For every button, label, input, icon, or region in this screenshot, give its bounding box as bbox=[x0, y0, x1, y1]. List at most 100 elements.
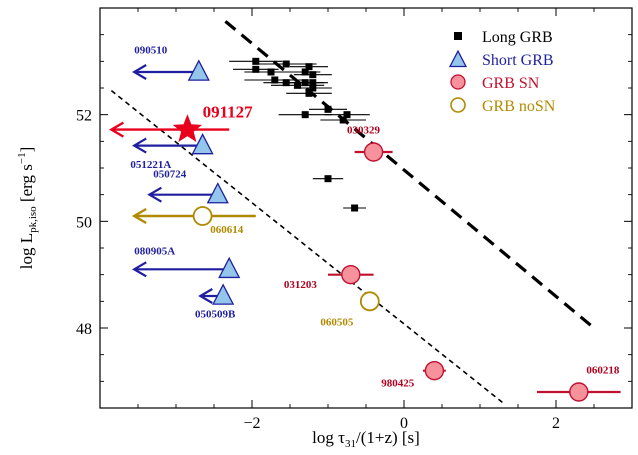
y-tick-label-1: 50 bbox=[76, 214, 92, 231]
legend-open-circle-marker bbox=[450, 97, 466, 113]
long-grb-marker bbox=[351, 204, 359, 212]
y-axis-label-rest: [erg s bbox=[17, 164, 36, 206]
long-grb-point-15 bbox=[278, 111, 332, 119]
long-grb-point-18 bbox=[312, 175, 344, 183]
legend: Long GRB Short GRB GRB SN GRB noSN bbox=[448, 29, 556, 115]
short-grb-point-2 bbox=[147, 182, 229, 204]
grb-nosn-label-1: 060505 bbox=[320, 316, 354, 328]
long-grb-point-3 bbox=[290, 63, 328, 71]
highlight-label: 091127 bbox=[203, 102, 254, 121]
short-grb-marker bbox=[187, 59, 210, 81]
grb-sn-point-1 bbox=[328, 264, 374, 285]
axis-ticks: −2 0 2 48 50 52 bbox=[76, 8, 632, 432]
long-grb-marker bbox=[271, 76, 279, 84]
grb-sn-point-3 bbox=[537, 382, 621, 402]
legend-item-3: GRB noSN bbox=[450, 97, 556, 115]
long-grb-point-6 bbox=[293, 71, 332, 79]
grb-nosn-point-1 bbox=[359, 291, 380, 312]
grb-sn-marker bbox=[341, 264, 361, 285]
long-grb-marker bbox=[282, 60, 290, 68]
highlight-arrow bbox=[109, 121, 188, 138]
long-grb-marker bbox=[324, 105, 332, 113]
relation-line-thick bbox=[224, 20, 596, 330]
long-grb-point-10 bbox=[297, 79, 328, 87]
x-tick-label-1: 0 bbox=[400, 415, 408, 432]
grb-sn-label-2: 980425 bbox=[381, 378, 415, 390]
grb-nosn-marker bbox=[359, 291, 380, 312]
legend-item-2: GRB SN bbox=[450, 74, 540, 92]
y-axis-label-end: ] bbox=[17, 147, 36, 153]
y-tick-label-2: 52 bbox=[76, 108, 92, 125]
short-grb-marker bbox=[206, 182, 229, 204]
long-grb-marker bbox=[267, 68, 275, 76]
y-axis-label: log Lpk,iso [erg s−1] bbox=[16, 147, 39, 270]
short-grb-label-1: 051221A bbox=[130, 159, 171, 171]
y-tick-label-0: 48 bbox=[76, 321, 92, 338]
relation-line-thin bbox=[110, 90, 504, 404]
x-tick-label-2: 2 bbox=[552, 415, 560, 432]
short-grb-label-4: 050509B bbox=[195, 308, 236, 320]
short-grb-arrow-head bbox=[132, 261, 147, 278]
short-grb-point-3 bbox=[132, 256, 241, 279]
legend-item-1: Short GRB bbox=[448, 49, 554, 69]
long-grb-marker bbox=[309, 79, 317, 87]
legend-label-0: Long GRB bbox=[482, 29, 553, 46]
long-grb-marker bbox=[343, 111, 351, 119]
y-axis-label-sup: −1 bbox=[16, 152, 28, 164]
x-axis-label-sub: 31 bbox=[345, 438, 356, 450]
long-grb-point-7 bbox=[244, 76, 306, 84]
x-axis-label-main: log τ bbox=[312, 428, 345, 447]
long-grb-point-0 bbox=[229, 57, 283, 65]
grb-nosn-arrow-head bbox=[131, 207, 147, 225]
legend-label-1: Short GRB bbox=[482, 52, 554, 69]
legend-label-2: GRB SN bbox=[482, 75, 540, 92]
long-grb-marker bbox=[324, 175, 332, 183]
short-grb-label-3: 080905A bbox=[134, 245, 175, 257]
short-grb-arrow-head bbox=[132, 64, 147, 80]
long-grb-point-16 bbox=[324, 111, 370, 119]
long-grb-point-13 bbox=[286, 89, 332, 97]
grb-sn-marker bbox=[569, 382, 589, 402]
highlight-star-marker bbox=[172, 114, 203, 143]
grb-sn-label-3: 060218 bbox=[586, 364, 620, 376]
grb-sn-point-2 bbox=[423, 360, 446, 381]
y-axis-label-main: log L bbox=[17, 233, 36, 269]
y-axis-label-sub: pk,iso bbox=[27, 206, 39, 233]
legend-item-0: Long GRB bbox=[454, 29, 553, 46]
long-grb-marker bbox=[252, 57, 260, 65]
legend-label-3: GRB noSN bbox=[482, 98, 556, 115]
short-grb-point-4 bbox=[198, 283, 235, 305]
legend-square-marker bbox=[454, 32, 462, 40]
highlight-arrow-head bbox=[109, 121, 125, 138]
short-grb-arrow bbox=[132, 261, 230, 278]
x-axis-label: log τ31/(1+z) [s] bbox=[312, 428, 420, 450]
short-grb-arrow-head bbox=[132, 137, 147, 154]
short-grb-arrow-head bbox=[147, 186, 162, 203]
grb-sn-label-0: 030329 bbox=[347, 124, 381, 136]
highlight-point bbox=[109, 114, 230, 143]
grb-sn-marker bbox=[424, 360, 445, 381]
plot-area bbox=[109, 20, 621, 404]
long-grb-marker bbox=[309, 71, 317, 79]
grb-sn-point-0 bbox=[354, 142, 393, 162]
legend-filled-circle-marker bbox=[450, 74, 466, 90]
short-grb-point-0 bbox=[132, 59, 210, 81]
grb-nosn-marker bbox=[192, 206, 213, 226]
short-grb-arrow bbox=[132, 64, 199, 80]
grb-nosn-label-0: 060614 bbox=[210, 224, 244, 236]
x-tick-label-0: −2 bbox=[243, 415, 260, 432]
grb-nosn-point-0 bbox=[131, 206, 256, 226]
long-grb-marker bbox=[301, 111, 309, 119]
short-grb-marker bbox=[218, 256, 241, 279]
long-grb-marker bbox=[252, 65, 260, 73]
long-grb-marker bbox=[305, 63, 313, 71]
short-grb-arrow bbox=[132, 137, 203, 154]
long-grb-marker bbox=[309, 84, 317, 92]
short-grb-point-1 bbox=[132, 133, 214, 155]
long-grb-marker bbox=[305, 89, 313, 97]
grb-sn-marker bbox=[363, 142, 384, 162]
short-grb-arrow-head bbox=[198, 288, 213, 304]
long-grb-point-4 bbox=[244, 68, 298, 76]
